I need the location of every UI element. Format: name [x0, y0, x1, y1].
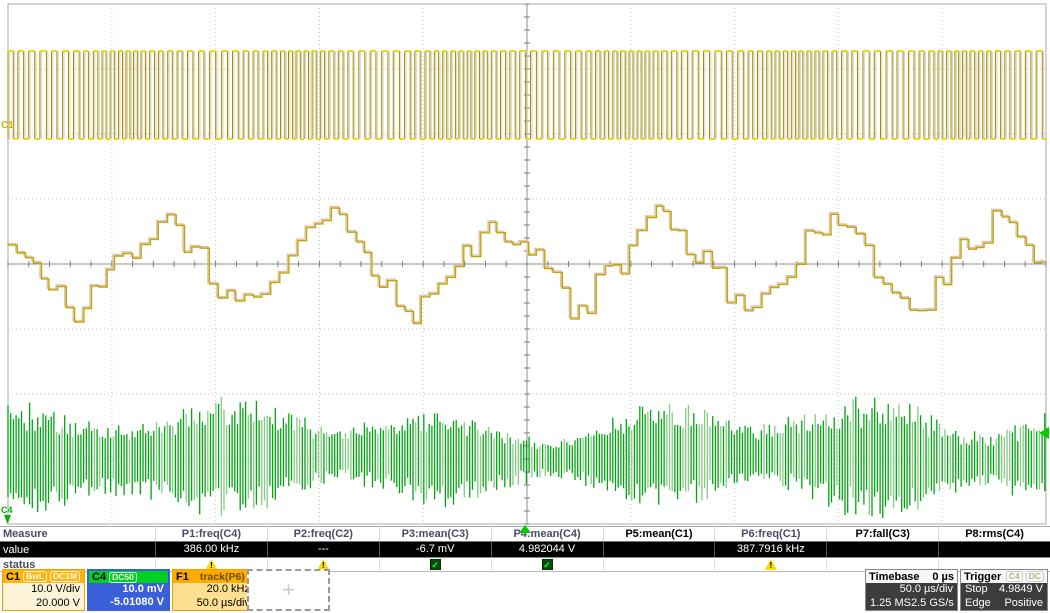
measure-value-row: value 386.00 kHz --- -6.7 mV 4.982044 V 387.… — [0, 541, 1050, 557]
measure-value-8 — [938, 542, 1050, 557]
measure-param-3[interactable]: P3:mean(C3) — [378, 527, 491, 541]
status-warning-icon — [205, 559, 218, 570]
descriptor-f1[interactable]: F1 track(P6) 20.0 kHz 50.0 µs/div — [172, 569, 255, 611]
measure-status-5 — [602, 559, 715, 570]
measure-param-2[interactable]: P2:freq(C2) — [266, 527, 379, 541]
measure-status-1 — [155, 559, 267, 570]
measure-status-4 — [490, 559, 603, 570]
trigger-level: 4.9849 V — [998, 583, 1043, 596]
trigger-panel[interactable]: Trigger C4 DC Stop 4.9849 V Edge Positive — [960, 569, 1048, 611]
status-warning-icon — [764, 559, 777, 570]
timebase-panel[interactable]: Timebase 0 µs 50.0 µs/div 1.25 MS 2.5 GS… — [865, 569, 958, 611]
measure-status-2 — [266, 559, 379, 570]
c4-channel-marker: C4 — [1, 505, 13, 515]
waveform-display: C1 C4 — [1, 3, 1049, 533]
axis-ticks — [7, 3, 1047, 525]
timebase-samples: 1.25 MS — [870, 596, 911, 609]
c4-trace-light — [55, 396, 1041, 516]
c1-trace-rails — [8, 50, 1046, 140]
f1-vertical-scale: 20.0 kHz — [206, 583, 250, 596]
c4-coupling-badge: DC50 — [109, 571, 137, 583]
timebase-scale: 50.0 µs/div — [899, 583, 953, 596]
trigger-title: Trigger — [964, 570, 1002, 583]
measure-status-6 — [714, 559, 826, 570]
trigger-level-marker-icon — [1039, 427, 1049, 439]
measure-table: Measure P1:freq(C4) P2:freq(C2) P3:mean(C3… — [0, 526, 1050, 572]
status-ok-icon — [429, 559, 441, 570]
value-row-header: value — [3, 543, 30, 556]
measure-value-7 — [826, 542, 938, 557]
descriptor-c1[interactable]: C1 BwL DC1M 10.0 V/div 20.000 V — [2, 569, 85, 611]
c1-trace-ghost — [8, 51, 1045, 139]
measure-param-4[interactable]: P4:mean(C4) — [490, 527, 603, 541]
measure-status-3 — [378, 559, 491, 570]
descriptor-c4[interactable]: C4 DC50 10.0 mV -5.01080 V — [87, 569, 170, 611]
c1-title: C1 — [6, 570, 21, 583]
c1-coupling-badge: DC1M — [50, 571, 81, 582]
timebase-rate: 2.5 GS/s — [910, 596, 954, 609]
c1-offset: 20.000 V — [35, 596, 80, 609]
c1-trace — [7, 51, 1043, 139]
f1-trace-shadow — [6, 204, 1045, 323]
measure-row-header: Measure — [3, 528, 48, 540]
add-trace-button[interactable]: + — [247, 569, 330, 611]
measure-param-6[interactable]: P6:freq(C1) — [714, 527, 826, 541]
measure-status-row: status — [0, 557, 1050, 572]
graticule-border — [7, 3, 1047, 525]
c4-trace — [7, 396, 1046, 518]
status-row-header: status — [3, 558, 36, 571]
measure-param-1[interactable]: P1:freq(C4) — [155, 527, 267, 541]
measure-value-6: 387.7916 kHz — [714, 542, 826, 557]
trigger-source-badge: C4 — [1005, 571, 1023, 582]
trigger-mode: Stop — [965, 583, 988, 596]
c1-coupling-badge: BwL — [23, 571, 48, 582]
f1-horizontal-scale: 50.0 µs/div — [196, 596, 250, 609]
measure-param-8[interactable]: P8:rms(C4) — [938, 527, 1050, 541]
timebase-delay: 0 µs — [932, 570, 954, 583]
measure-label-row: Measure P1:freq(C4) P2:freq(C2) P3:mean(C3… — [0, 526, 1050, 541]
measure-param-7[interactable]: P7:fall(C3) — [826, 527, 938, 541]
measure-value-4: 4.982044 V — [490, 542, 603, 557]
measure-status-8 — [938, 559, 1050, 570]
plus-icon: + — [282, 577, 295, 602]
status-warning-icon — [317, 559, 330, 570]
c4-offset: -5.01080 V — [110, 596, 164, 608]
trigger-type: Edge — [965, 596, 991, 609]
c4-vertical-scale: 10.0 mV — [122, 583, 164, 595]
measure-status-7 — [826, 559, 938, 570]
f1-source: track(P6) — [199, 570, 245, 583]
measure-value-5 — [602, 542, 715, 557]
c1-vertical-scale: 10.0 V/div — [31, 583, 80, 596]
measure-value-2: --- — [266, 542, 379, 557]
measure-param-5[interactable]: P5:mean(C1) — [602, 527, 715, 541]
timebase-title: Timebase — [869, 570, 920, 583]
c1-channel-marker: C1 — [1, 120, 14, 131]
c4-title: C4 — [92, 571, 107, 583]
measure-value-1: 386.00 kHz — [155, 542, 267, 557]
measure-value-3: -6.7 mV — [378, 542, 491, 557]
f1-title: F1 — [176, 570, 189, 583]
trigger-slope: Positive — [1004, 596, 1043, 609]
trigger-source-badge: DC — [1025, 571, 1044, 582]
f1-trace — [8, 205, 1046, 325]
c4-offscreen-arrow-icon — [4, 515, 11, 524]
status-ok-icon — [541, 559, 553, 570]
